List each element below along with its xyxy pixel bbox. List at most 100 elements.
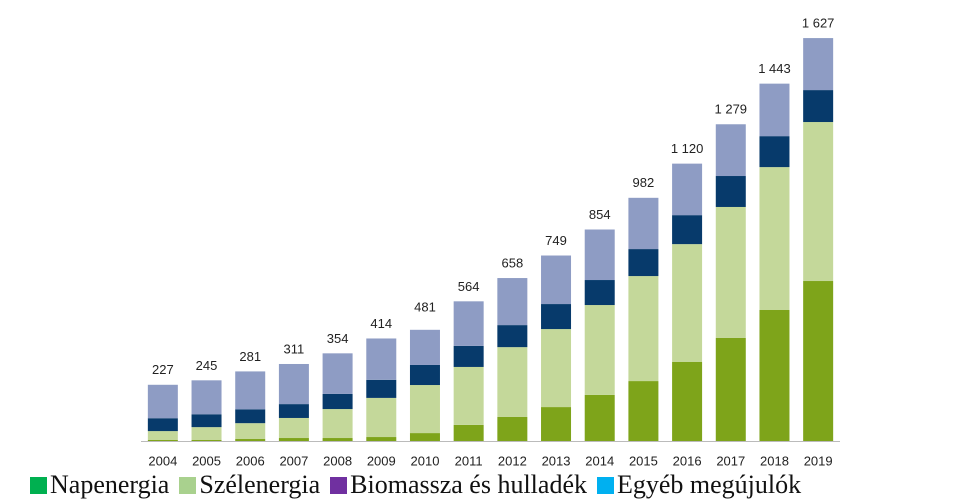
x-tick-label: 2015 — [629, 453, 658, 468]
bar-segment — [453, 345, 484, 367]
bar-segment — [584, 280, 615, 306]
x-tick-label: 2016 — [673, 453, 702, 468]
bar-segment — [759, 83, 790, 137]
bar-segment — [322, 393, 353, 410]
bar-segment — [497, 278, 528, 326]
bar-segment — [322, 353, 353, 394]
total-label: 854 — [589, 207, 611, 222]
x-tick-label: 2011 — [455, 453, 483, 468]
total-label: 281 — [239, 349, 261, 364]
bar-segment — [147, 440, 178, 441]
bar-segment — [191, 427, 222, 441]
total-label: 245 — [196, 358, 218, 373]
total-label: 354 — [327, 331, 349, 346]
total-label: 564 — [458, 279, 480, 294]
x-tick-label: 2009 — [367, 453, 396, 468]
bar-segment — [497, 416, 528, 441]
x-tick-label: 2007 — [279, 453, 308, 468]
x-tick-label: 2005 — [192, 453, 221, 468]
legend-item: Szélenergia — [179, 470, 320, 500]
x-tick-label: 2012 — [498, 453, 527, 468]
bar-segment — [453, 424, 484, 441]
bar-segment — [235, 423, 266, 440]
x-tick-label: 2014 — [585, 453, 614, 468]
bar-segment — [672, 215, 703, 245]
bar-segment — [147, 418, 178, 432]
bar-segment — [409, 433, 440, 441]
total-label: 982 — [633, 175, 655, 190]
bar-segment — [235, 409, 266, 424]
legend: Napenergia Szélenergia Biomassza és hullad… — [30, 470, 801, 500]
bar-segment — [366, 379, 397, 398]
legend-swatch — [179, 476, 197, 494]
bar-segment — [672, 362, 703, 441]
bar-segment — [278, 417, 309, 439]
bar-segment — [278, 404, 309, 418]
bar-segment — [672, 244, 703, 363]
legend-label: Biomassza és hulladék — [350, 470, 587, 499]
bar-segment — [628, 381, 659, 441]
bar-segment — [453, 366, 484, 425]
total-label: 749 — [545, 233, 567, 248]
x-tick-label: 2006 — [236, 453, 265, 468]
bar-segment — [322, 409, 353, 439]
bar-segment — [584, 305, 615, 395]
bar-segment — [759, 309, 790, 441]
bar-segment — [191, 380, 222, 415]
x-tick-label: 2008 — [323, 453, 352, 468]
bar-segment — [715, 206, 746, 338]
legend-label: Egyéb megújulók — [617, 470, 802, 499]
bar-segment — [584, 394, 615, 441]
total-label: 481 — [414, 299, 436, 314]
total-label: 1 443 — [758, 61, 791, 76]
bar-segment — [235, 371, 266, 410]
chart: 227 2004 245 2005 281 2006 311 2007 354 2008 414 20… — [141, 16, 840, 468]
bar-segment — [803, 90, 834, 123]
bar-segment — [584, 229, 615, 281]
bar-segment — [278, 438, 309, 441]
bar-segment — [409, 329, 440, 365]
bar-segment — [191, 440, 222, 441]
bar-segment — [715, 176, 746, 207]
bar-segment — [497, 347, 528, 417]
bar-segment — [541, 329, 572, 408]
bar-segment — [235, 439, 266, 441]
bar-segment — [191, 414, 222, 428]
bar-segment — [147, 384, 178, 419]
x-tick-label: 2013 — [542, 453, 571, 468]
total-label: 1 279 — [715, 102, 748, 117]
bar-segment — [541, 304, 572, 330]
bar-segment — [453, 301, 484, 346]
bar-segment — [409, 364, 440, 386]
bar-segment — [715, 124, 746, 177]
legend-swatch — [30, 476, 47, 494]
bar-segment — [759, 136, 790, 168]
legend-swatch — [597, 476, 614, 494]
bar-segment — [803, 281, 834, 441]
x-tick-label: 2017 — [716, 453, 745, 468]
total-label: 1 120 — [671, 141, 704, 156]
total-label: 414 — [370, 316, 392, 331]
bar-segment — [409, 385, 440, 434]
x-tick-label: 2018 — [760, 453, 789, 468]
total-label: 311 — [284, 341, 305, 356]
bar-segment — [628, 276, 659, 382]
bar-segment — [497, 325, 528, 348]
bar-segment — [715, 337, 746, 441]
total-label: 227 — [152, 362, 174, 377]
total-label: 658 — [501, 255, 523, 270]
legend-swatch — [330, 476, 348, 494]
x-tick-label: 2010 — [411, 453, 440, 468]
bar-segment — [803, 122, 834, 282]
legend-item: Egyéb megújulók — [597, 470, 801, 500]
bar-segment — [366, 437, 397, 441]
legend-label: Szélenergia — [199, 470, 321, 499]
legend-item: Napenergia — [30, 470, 169, 500]
bar-segment — [322, 438, 353, 441]
legend-label: Napenergia — [50, 470, 170, 499]
bar-segment — [147, 431, 178, 441]
bar-segment — [628, 197, 659, 250]
bar-segment — [672, 163, 703, 216]
bar-segment — [628, 249, 659, 277]
